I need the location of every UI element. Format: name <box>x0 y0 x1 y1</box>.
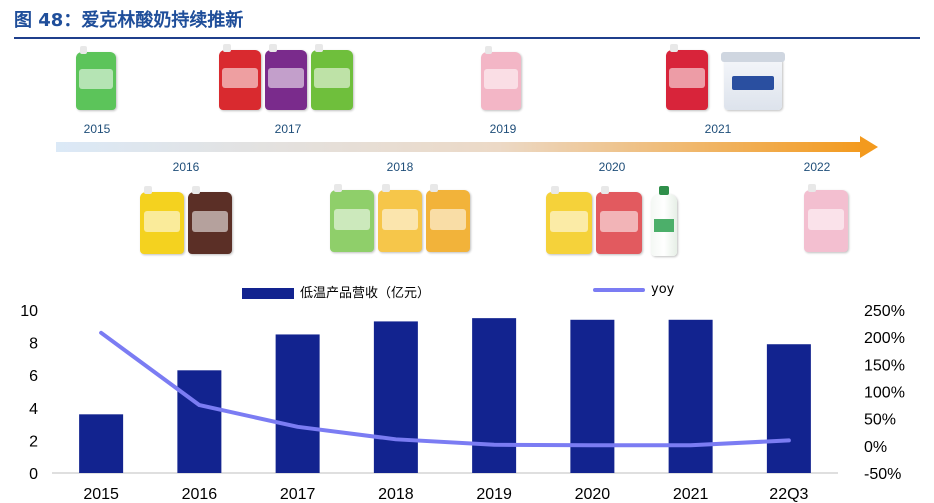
y-left-tick-label: 0 <box>29 466 38 483</box>
product-image <box>330 184 374 252</box>
chart-bar <box>79 414 124 473</box>
product-image <box>140 186 184 254</box>
timeline-year-2021: 2021 <box>704 122 732 136</box>
chart-bar <box>570 319 615 473</box>
x-tick-label: 2021 <box>673 486 709 503</box>
y-right-tick-label: 100% <box>864 385 905 402</box>
x-tick-label: 2019 <box>476 486 512 503</box>
y-right-tick-label: 150% <box>864 357 905 374</box>
product-image <box>188 186 232 254</box>
x-tick-label: 2018 <box>378 486 414 503</box>
legend-swatch-bar <box>242 288 294 299</box>
chart-bar <box>177 370 222 473</box>
x-tick-label: 2017 <box>280 486 316 503</box>
legend-label-revenue: 低温产品营收（亿元） <box>300 286 431 301</box>
product-image <box>666 44 708 110</box>
timeline-arrow-head <box>860 136 878 158</box>
timeline-arrow-shaft <box>56 142 862 152</box>
product-image <box>596 186 642 254</box>
legend-item-revenue: 低温产品营收（亿元） <box>242 282 430 301</box>
timeline-year-2019: 2019 <box>489 122 517 136</box>
chart-bar <box>668 319 713 473</box>
product-image <box>265 44 307 110</box>
product-image <box>546 186 592 254</box>
y-left-tick-label: 10 <box>20 303 38 320</box>
timeline-year-2015: 2015 <box>83 122 111 136</box>
product-image <box>721 52 785 110</box>
title-divider <box>14 37 920 39</box>
chart-bar <box>275 334 320 473</box>
y-left-tick-label: 8 <box>29 336 38 353</box>
product-image <box>481 46 521 110</box>
y-right-tick-label: 50% <box>864 412 896 429</box>
y-right-tick-label: 200% <box>864 330 905 347</box>
timeline-year-2020: 2020 <box>598 160 626 174</box>
timeline-arrow <box>56 136 878 158</box>
x-tick-label: 2020 <box>575 486 611 503</box>
chart-bar <box>373 321 418 473</box>
y-right-tick-label: 0% <box>864 439 887 456</box>
timeline-year-2022: 2022 <box>803 160 831 174</box>
product-image <box>651 186 677 256</box>
product-image <box>426 184 470 252</box>
legend-item-yoy: yoy <box>593 282 674 297</box>
y-right-tick-label: 250% <box>864 303 905 320</box>
product-image <box>311 44 353 110</box>
x-tick-label: 2015 <box>83 486 119 503</box>
x-tick-label: 2016 <box>182 486 218 503</box>
chart-bar <box>766 344 811 473</box>
product-image <box>378 184 422 252</box>
legend-swatch-line <box>593 287 645 292</box>
product-image <box>219 44 261 110</box>
y-left-tick-label: 2 <box>29 433 38 450</box>
product-image <box>804 184 848 252</box>
chart-line-yoy <box>99 330 791 448</box>
y-right-tick-label: -50% <box>864 466 901 483</box>
timeline-year-2017: 2017 <box>274 122 302 136</box>
timeline-year-2016: 2016 <box>172 160 200 174</box>
y-left-tick-label: 4 <box>29 401 38 418</box>
legend-label-yoy: yoy <box>651 282 675 297</box>
product-image <box>76 46 116 110</box>
y-left-tick-label: 6 <box>29 368 38 385</box>
chart-bar <box>472 318 517 473</box>
figure-title: 图 48：爱克林酸奶持续推新 <box>14 10 244 31</box>
timeline-year-2018: 2018 <box>386 160 414 174</box>
x-tick-label: 22Q3 <box>769 486 808 503</box>
